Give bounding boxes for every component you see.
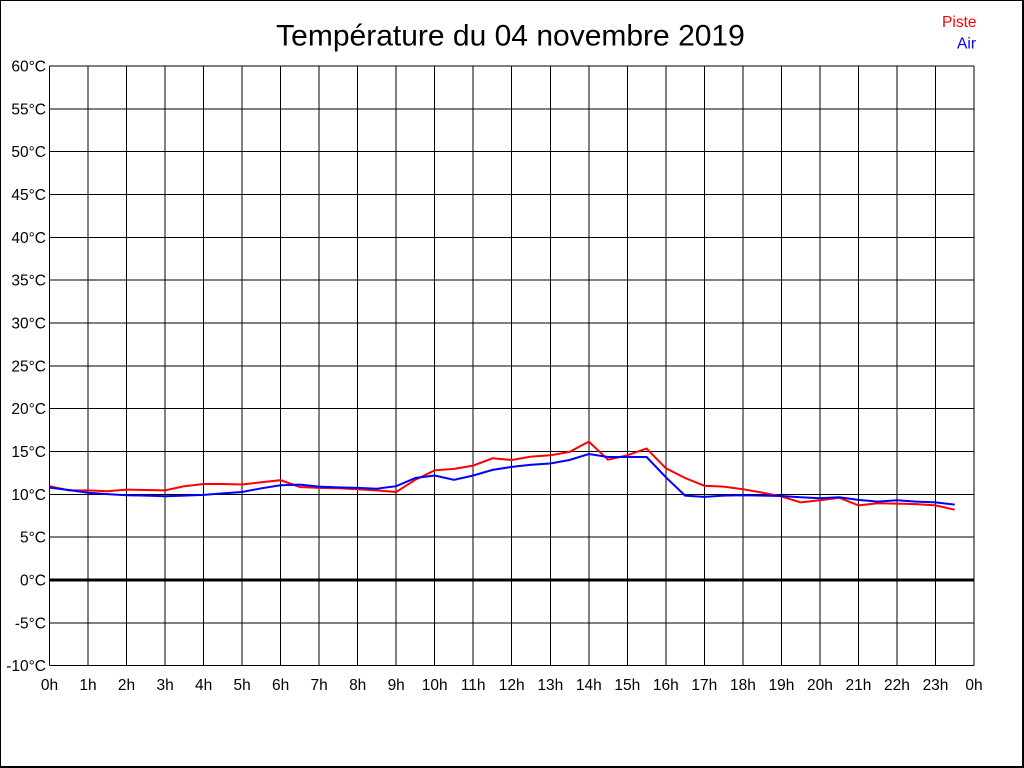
svg-text:-5°C: -5°C	[15, 615, 46, 632]
svg-text:22h: 22h	[884, 677, 910, 694]
svg-text:6h: 6h	[272, 677, 289, 694]
svg-text:30°C: 30°C	[11, 316, 46, 333]
svg-text:13h: 13h	[537, 677, 563, 694]
svg-text:Air: Air	[957, 36, 976, 53]
svg-text:Température du 04 novembre 201: Température du 04 novembre 2019	[276, 20, 745, 53]
svg-text:15°C: 15°C	[11, 444, 46, 461]
svg-text:0h: 0h	[41, 677, 58, 694]
svg-text:55°C: 55°C	[11, 101, 46, 118]
svg-text:20°C: 20°C	[11, 401, 46, 418]
svg-text:50°C: 50°C	[11, 144, 46, 161]
svg-text:-10°C: -10°C	[6, 658, 46, 675]
svg-text:3h: 3h	[156, 677, 173, 694]
svg-text:8h: 8h	[349, 677, 366, 694]
svg-text:40°C: 40°C	[11, 230, 46, 247]
svg-text:35°C: 35°C	[11, 273, 46, 290]
svg-text:14h: 14h	[576, 677, 602, 694]
svg-text:18h: 18h	[730, 677, 756, 694]
svg-text:19h: 19h	[768, 677, 794, 694]
svg-text:7h: 7h	[310, 677, 327, 694]
svg-text:16h: 16h	[653, 677, 679, 694]
svg-text:0°C: 0°C	[20, 572, 46, 589]
svg-text:12h: 12h	[499, 677, 525, 694]
svg-text:25°C: 25°C	[11, 358, 46, 375]
svg-text:60°C: 60°C	[11, 59, 46, 76]
svg-text:17h: 17h	[691, 677, 717, 694]
svg-text:Piste: Piste	[942, 14, 976, 31]
svg-text:0h: 0h	[965, 677, 982, 694]
svg-text:20h: 20h	[807, 677, 833, 694]
svg-text:1h: 1h	[79, 677, 96, 694]
svg-text:4h: 4h	[195, 677, 212, 694]
svg-text:5°C: 5°C	[20, 530, 46, 547]
svg-text:11h: 11h	[461, 677, 486, 694]
svg-text:2h: 2h	[118, 677, 135, 694]
svg-text:21h: 21h	[845, 677, 871, 694]
svg-text:10°C: 10°C	[11, 487, 46, 504]
svg-text:9h: 9h	[388, 677, 405, 694]
svg-text:5h: 5h	[233, 677, 250, 694]
svg-text:45°C: 45°C	[11, 187, 46, 204]
svg-text:15h: 15h	[614, 677, 640, 694]
svg-text:23h: 23h	[923, 677, 949, 694]
svg-text:10h: 10h	[422, 677, 448, 694]
